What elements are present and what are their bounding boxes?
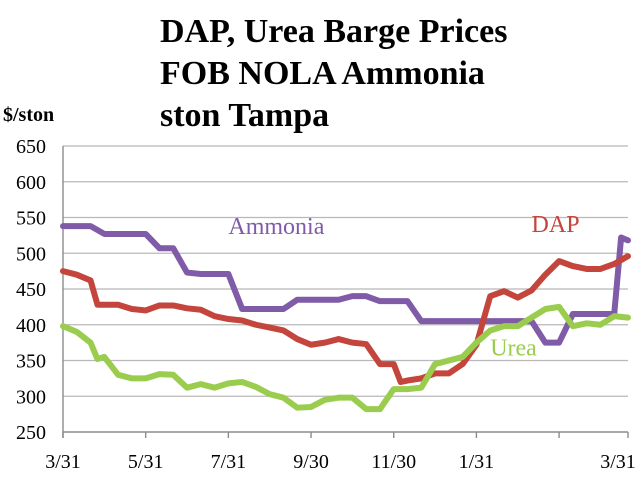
x-tick-label: 1/31	[459, 451, 495, 473]
data-series	[60, 223, 631, 413]
x-tick-label: 3/31	[600, 451, 636, 473]
series-dap	[60, 253, 631, 385]
gridlines	[63, 145, 628, 433]
x-tick-label: 7/31	[211, 451, 247, 473]
chart-title-line-2: FOB NOLA Ammonia	[160, 55, 485, 92]
chart-title-line-3: ston Tampa	[160, 97, 329, 134]
series-line-dap	[60, 253, 631, 385]
series-label-urea: Urea	[490, 335, 537, 361]
series-ammonia	[60, 223, 631, 346]
x-tick-label: 11/30	[371, 451, 416, 473]
y-tick-label: 550	[16, 208, 46, 230]
y-tick-label: 600	[16, 172, 46, 194]
y-tick-label: 350	[16, 351, 46, 373]
series-urea	[60, 303, 631, 413]
axes	[62, 146, 629, 438]
series-label-ammonia: Ammonia	[228, 214, 324, 240]
y-tick-label: 250	[16, 422, 46, 444]
y-tick-label: 400	[16, 315, 46, 337]
y-tick-label: 450	[16, 279, 46, 301]
series-line-urea	[60, 303, 631, 413]
y-axis-unit-label: $/ston	[3, 104, 54, 126]
y-tick-label: 300	[16, 386, 46, 408]
x-tick-label: 3/31	[45, 451, 81, 473]
y-tick-label: 650	[16, 136, 46, 158]
series-label-dap: DAP	[532, 212, 580, 238]
chart-title-line-1: DAP, Urea Barge Prices	[160, 13, 507, 50]
y-tick-label: 500	[16, 243, 46, 265]
x-tick-label: 9/30	[293, 451, 329, 473]
axis-and-series-labels: 250 300 350 400 450 500 550 600 650 3/31 5/31 7/31 9…	[16, 136, 636, 473]
x-tick-label: 5/31	[128, 451, 164, 473]
